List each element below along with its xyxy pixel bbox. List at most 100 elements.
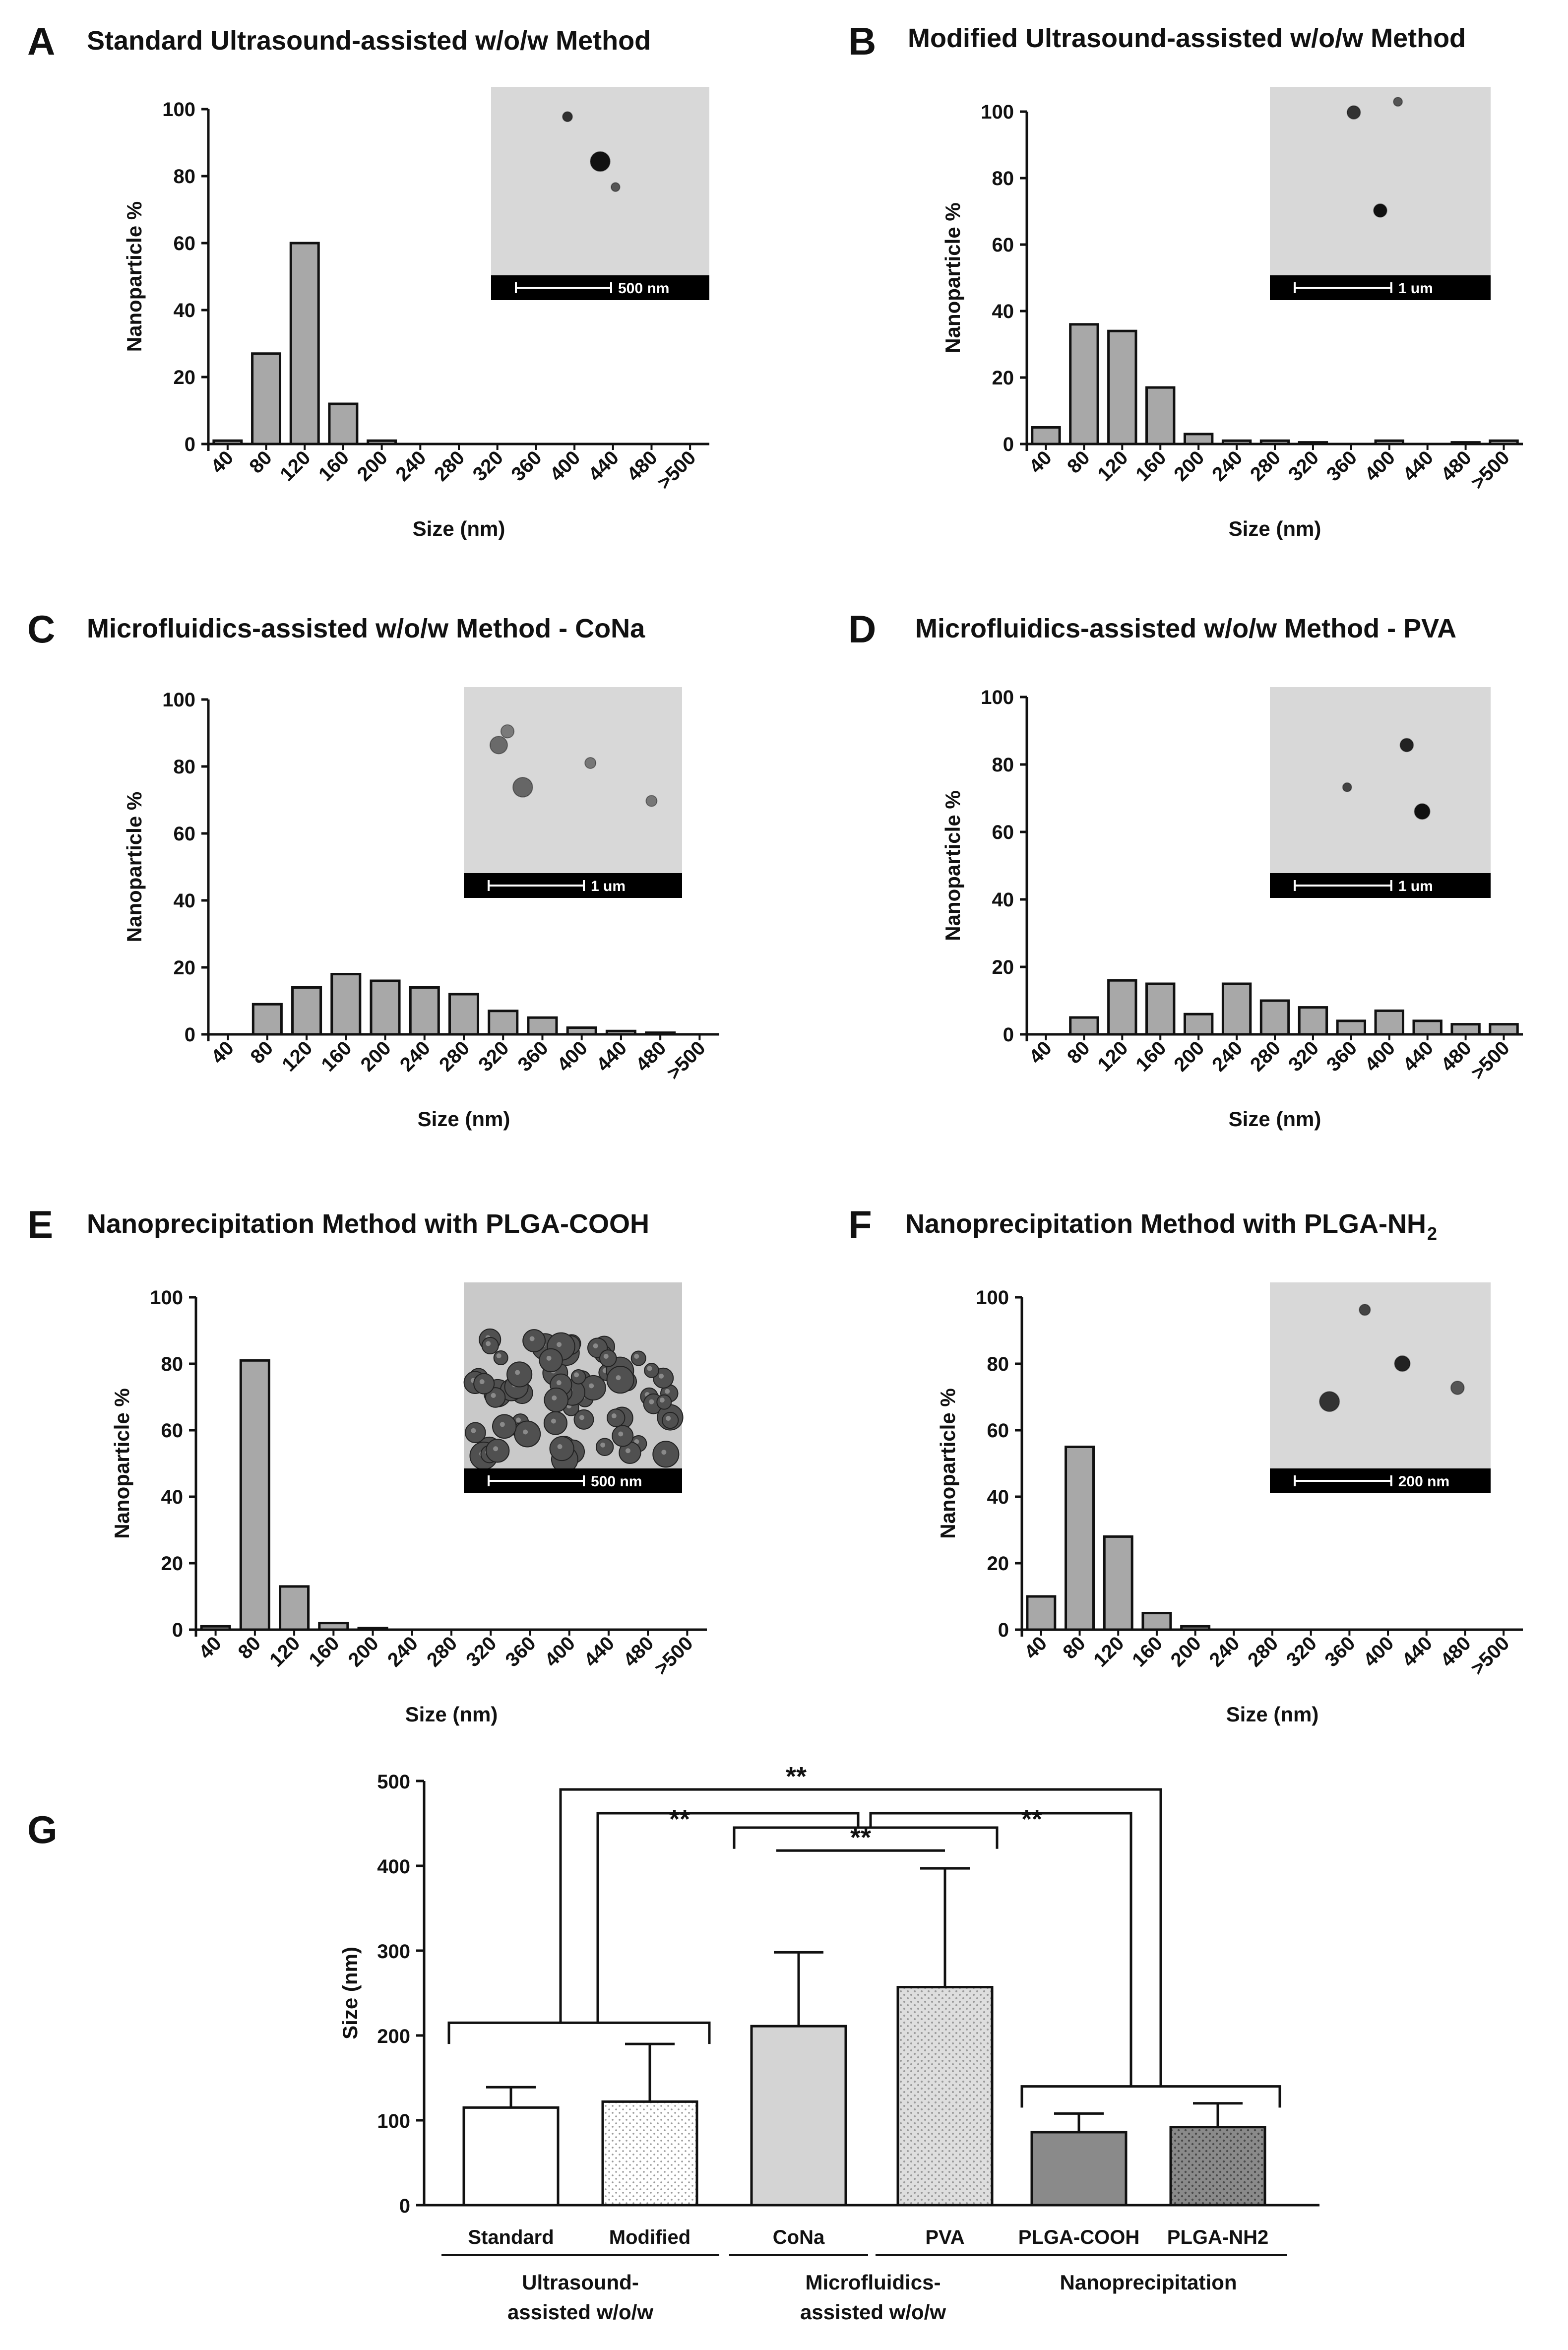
nanoparticle (493, 1350, 508, 1365)
histogram-bar (1259, 439, 1290, 445)
histogram-bar (1374, 1009, 1404, 1036)
histogram-bar (527, 1016, 558, 1036)
x-tick-label: 200 (1167, 1632, 1205, 1671)
x-tick-label: 120 (1093, 446, 1132, 485)
nanoparticle (599, 1349, 617, 1367)
nanoparticle-highlight (659, 1373, 664, 1379)
x-tick-label: 40 (1020, 1632, 1052, 1663)
histogram-bar (357, 1627, 388, 1631)
x-axis-label: Size (nm) (1226, 1703, 1319, 1726)
nanoparticle-highlight (634, 1354, 639, 1359)
x-tick-label: 440 (580, 1632, 619, 1671)
nanoparticle-highlight (665, 1389, 670, 1394)
significance-label: ** (786, 1762, 807, 1791)
panel-title-subscript: 2 (1427, 1223, 1437, 1244)
x-tick-label: 360 (514, 1037, 553, 1076)
x-tick-label: 440 (1398, 1632, 1437, 1671)
tem-inset: 500 nm (463, 1282, 684, 1493)
x-tick-label: 360 (1322, 1037, 1361, 1076)
panel-title: Nanoprecipitation Method with PLGA-COOH (87, 1209, 649, 1239)
panel-letter: D (848, 607, 876, 651)
histogram-bar (1450, 441, 1481, 445)
x-tick-label: 360 (1322, 446, 1361, 485)
x-tick-label: 40 (207, 446, 238, 478)
y-tick-label: 0 (1003, 1024, 1014, 1046)
y-axis-label: Size (nm) (338, 1947, 362, 2039)
category-label: PVA (925, 2226, 964, 2248)
x-tick-label: 280 (1244, 1632, 1282, 1671)
group-label: Nanoprecipitation (1060, 2271, 1237, 2294)
histogram-bar (251, 352, 282, 445)
x-tick-label: 120 (265, 1632, 304, 1671)
x-tick-label: 40 (1025, 446, 1056, 478)
histogram-bar (1374, 439, 1404, 445)
nanoparticle-highlight (551, 1418, 556, 1424)
panel-g: G 0 100 200 300 400 500 Size (nm) Standard Modifi… (27, 1762, 1319, 2324)
y-tick-label: 20 (987, 1553, 1009, 1575)
histogram-bar (566, 1026, 597, 1036)
nanoparticle (1346, 105, 1361, 120)
histogram-bar (318, 1622, 349, 1631)
x-tick-label: 40 (1025, 1037, 1056, 1068)
histogram-bar (1259, 999, 1290, 1036)
x-tick-label: 440 (1399, 446, 1438, 485)
nanoparticle (645, 795, 658, 807)
x-tick-label: 320 (1282, 1632, 1321, 1671)
panel-title: Nanoprecipitation Method with PLGA-NH (905, 1209, 1426, 1239)
x-tick-label: >500 (650, 1632, 697, 1679)
x-tick-label: 80 (234, 1632, 265, 1663)
histogram-bar (251, 1003, 283, 1036)
nanoparticle-highlight (647, 1366, 652, 1371)
nanoparticle (611, 182, 621, 192)
x-tick-label: 320 (469, 446, 507, 485)
nanoparticle (590, 151, 611, 172)
nanoparticle (656, 1394, 672, 1410)
significance-label: ** (1021, 1804, 1042, 1834)
y-tick-label: 20 (174, 957, 196, 979)
x-tick-label: 80 (1059, 1632, 1090, 1663)
tem-inset: 1 um (1270, 87, 1491, 300)
tem-inset: 500 nm (491, 87, 709, 300)
y-axis-label: Nanoparticle % (941, 790, 964, 941)
x-tick-label: 40 (207, 1037, 238, 1068)
bar-cona (750, 2025, 847, 2207)
panel-b: B Modified Ultrasound-assisted w/o/w Meth… (848, 19, 1523, 540)
nanoparticle (606, 1366, 634, 1394)
y-tick-label: 20 (992, 956, 1014, 978)
nanoparticle (485, 1438, 510, 1463)
group-label: Ultrasound- (522, 2271, 639, 2294)
scale-bar-label: 500 nm (618, 280, 669, 297)
nanoparticle (1394, 1355, 1411, 1372)
x-tick-label: 440 (1399, 1037, 1438, 1076)
scale-bar-label: 500 nm (591, 1473, 642, 1490)
scale-bar-label: 200 nm (1398, 1473, 1449, 1490)
y-tick-label: 100 (150, 1287, 183, 1309)
y-tick-label: 100 (162, 99, 195, 121)
histogram-bar (1103, 1535, 1133, 1631)
x-tick-label: 320 (1284, 1037, 1323, 1076)
y-tick-label: 80 (161, 1353, 184, 1375)
y-tick-label: 40 (174, 300, 196, 321)
group-bracket-microfluidics (733, 1826, 999, 1849)
tem-inset: 1 um (1270, 687, 1491, 898)
x-tick-label: 400 (553, 1037, 592, 1076)
y-axis-label: Nanoparticle % (123, 201, 146, 352)
group-bracket-ultrasound (447, 2021, 711, 2044)
nanoparticle (489, 736, 508, 755)
y-tick-label: 80 (174, 756, 196, 778)
bar-plga-nh2 (1169, 2126, 1266, 2207)
y-tick-label: 300 (377, 1941, 410, 1963)
x-axis-label: Size (nm) (1229, 517, 1321, 540)
y-axis-label: Nanoparticle % (123, 792, 146, 942)
category-label: PLGA-COOH (1018, 2226, 1139, 2248)
panel-c: C Microfluidics-assisted w/o/w Method - C… (27, 607, 719, 1131)
x-tick-label: 160 (1128, 1632, 1167, 1671)
x-tick-label: >500 (1467, 1037, 1514, 1084)
x-tick-label: 160 (1131, 1037, 1170, 1076)
nanoparticle (481, 1336, 499, 1355)
y-tick-label: 0 (185, 1024, 195, 1046)
histogram-bar (1298, 441, 1328, 445)
significance-label: ** (850, 1823, 871, 1852)
nanoparticle (1393, 97, 1403, 107)
x-tick-label: 120 (1089, 1632, 1128, 1671)
